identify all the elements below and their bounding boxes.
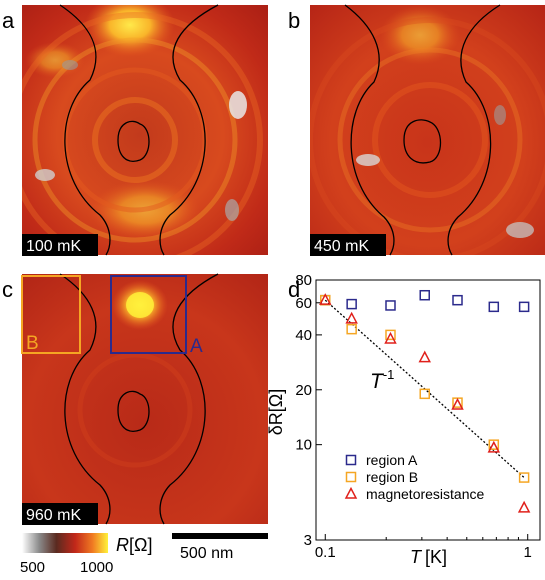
region-b-box (21, 275, 81, 354)
y-tick-label: 20 (295, 382, 312, 399)
panel-a-temp-label: 100 mK (26, 238, 81, 255)
plot-axes: 3 10 20 40 60 80 0.1 1 (295, 272, 532, 561)
panel-d-letter: d (288, 277, 300, 302)
plot-frame (315, 279, 541, 541)
panel-b-device-outline (344, 4, 501, 256)
panel-c-letter: c (2, 277, 13, 302)
magnetoresistance-point (517, 500, 531, 513)
magnetoresistance-point (451, 397, 464, 410)
region-a-point (419, 289, 430, 301)
fit-annotation: T-1 (370, 367, 394, 393)
y-tick-label: 40 (295, 327, 312, 344)
legend-marker-region-b (345, 471, 357, 483)
colorbar-min-label: 500 (20, 559, 45, 576)
scalebar-label: 500 nm (180, 545, 233, 562)
region-a-point (346, 298, 357, 310)
region-b-point (419, 388, 430, 400)
panel-b-letter: b (288, 8, 300, 33)
region-a-point (385, 300, 396, 311)
plot-marks (319, 289, 531, 513)
colorbar-max-label: 1000 (80, 559, 113, 576)
panel-c-texture (77, 280, 193, 468)
panel-a-letter: a (2, 8, 15, 33)
region-b-point (518, 472, 530, 483)
legend-label-magnetoresistance: magnetoresistance (366, 486, 485, 502)
region-a-label: A (190, 336, 203, 357)
panel-c-device-outline (59, 273, 219, 525)
region-a-point (518, 301, 530, 313)
y-tick-label: 60 (295, 295, 312, 312)
scalebar: 500 nm (172, 533, 268, 562)
colorbar: 500 1000 R[Ω] (20, 533, 152, 576)
magnetoresistance-point (487, 440, 501, 453)
panel-b: 450 mK b (288, 4, 545, 256)
region-b-point (385, 329, 396, 341)
y-tick-label: 80 (295, 272, 312, 289)
magnetoresistance-point (345, 311, 358, 324)
colorbar-label: R[Ω] (116, 535, 152, 555)
x-tick-label: 0.1 (315, 544, 336, 561)
panel-b-texture (310, 5, 545, 255)
legend-marker-magnetoresistance (344, 486, 358, 499)
x-tick-label: 1 (524, 544, 532, 561)
x-axis-label: T [K] (410, 547, 447, 567)
legend-marker-region-a (345, 454, 357, 466)
panel-c-temp-label: 960 mK (26, 507, 81, 524)
y-axis-label: δR[Ω] (266, 389, 286, 435)
panel-a-device-outline (59, 4, 219, 256)
y-tick-label: 10 (295, 437, 312, 454)
panel-a-texture (22, 5, 263, 255)
region-b-point (488, 439, 500, 450)
colorbar-gradient (22, 533, 108, 553)
panel-b-temp-label: 450 mK (314, 238, 369, 255)
region-a-point (452, 294, 463, 306)
region-b-label: B (26, 333, 39, 354)
y-tick-label: 3 (304, 532, 312, 549)
panel-a: 100 mK a (2, 4, 268, 256)
magnetoresistance-point (384, 331, 397, 344)
panel-b-temp-bg (310, 234, 386, 256)
panel-a-temp-bg (22, 234, 98, 256)
region-a-box (110, 275, 187, 354)
region-b-point (346, 323, 357, 335)
scalebar-bar (172, 533, 268, 539)
legend-label-region-b: region B (366, 469, 418, 485)
panel-c: A B 960 mK c (2, 273, 268, 525)
region-a-point (488, 301, 500, 313)
magnetoresistance-point (319, 293, 332, 305)
legend-label-region-a: region A (366, 452, 418, 468)
magnetoresistance-point (418, 350, 431, 363)
panel-c-temp-bg (22, 503, 98, 525)
